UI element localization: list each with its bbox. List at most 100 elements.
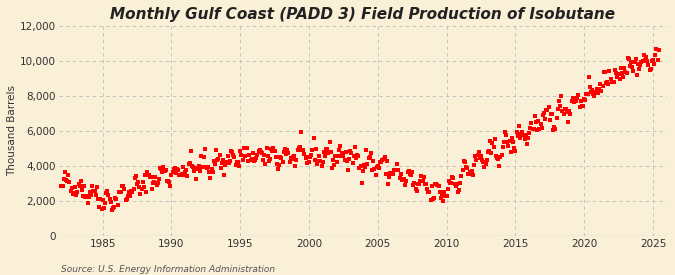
Point	[232, 160, 243, 164]
Point	[238, 146, 249, 151]
Point	[92, 197, 103, 202]
Point	[539, 111, 549, 115]
Point	[242, 146, 252, 150]
Point	[119, 187, 130, 191]
Point	[645, 67, 656, 71]
Point	[217, 161, 227, 166]
Point	[610, 68, 620, 72]
Point	[130, 176, 140, 180]
Point	[332, 154, 343, 158]
Point	[524, 131, 535, 136]
Point	[252, 153, 263, 158]
Point	[89, 188, 100, 193]
Point	[463, 172, 474, 177]
Point	[612, 74, 623, 79]
Point	[304, 160, 315, 165]
Point	[393, 167, 404, 172]
Point	[347, 161, 358, 165]
Point	[294, 145, 305, 149]
Point	[370, 172, 381, 177]
Point	[518, 132, 529, 137]
Point	[472, 153, 483, 157]
Point	[315, 159, 326, 164]
Point	[527, 127, 538, 131]
Point	[465, 172, 476, 176]
Point	[491, 156, 502, 161]
Point	[352, 152, 362, 157]
Point	[565, 112, 576, 116]
Point	[622, 55, 633, 60]
Point	[292, 148, 303, 152]
Point	[314, 153, 325, 158]
Point	[534, 127, 545, 131]
Point	[271, 161, 282, 166]
Point	[537, 126, 547, 130]
Point	[110, 196, 121, 200]
Point	[454, 188, 464, 192]
Point	[392, 162, 403, 167]
Point	[519, 137, 530, 141]
Point	[76, 179, 86, 183]
Point	[236, 152, 247, 157]
Point	[96, 207, 107, 211]
Point	[647, 57, 658, 62]
Point	[481, 158, 492, 162]
Point	[142, 170, 153, 175]
Point	[644, 68, 655, 72]
Point	[499, 140, 510, 144]
Point	[468, 163, 479, 167]
Point	[402, 170, 413, 174]
Point	[576, 104, 587, 108]
Point	[263, 158, 274, 163]
Point	[312, 161, 323, 166]
Point	[460, 160, 470, 164]
Point	[176, 172, 187, 177]
Point	[329, 163, 340, 167]
Point	[212, 158, 223, 162]
Point	[417, 179, 428, 183]
Point	[423, 190, 433, 194]
Point	[500, 130, 510, 134]
Point	[202, 166, 213, 170]
Point	[266, 147, 277, 151]
Point	[197, 165, 208, 170]
Point	[496, 153, 507, 157]
Point	[439, 190, 450, 194]
Point	[117, 184, 128, 189]
Point	[603, 82, 614, 87]
Point	[522, 135, 533, 140]
Point	[442, 187, 453, 191]
Point	[166, 172, 177, 177]
Point	[549, 125, 560, 129]
Point	[560, 107, 571, 111]
Point	[497, 145, 508, 149]
Point	[594, 87, 605, 91]
Point	[88, 188, 99, 193]
Point	[639, 58, 650, 62]
Point	[260, 162, 271, 166]
Point	[558, 112, 569, 117]
Point	[541, 108, 551, 112]
Point	[223, 160, 234, 165]
Point	[464, 169, 475, 174]
Point	[267, 149, 277, 154]
Point	[204, 170, 215, 174]
Point	[86, 193, 97, 197]
Point	[337, 151, 348, 155]
Point	[90, 193, 101, 197]
Point	[514, 136, 525, 141]
Point	[629, 60, 640, 65]
Point	[122, 197, 132, 201]
Point	[115, 190, 126, 194]
Point	[186, 149, 196, 153]
Point	[206, 166, 217, 171]
Point	[586, 90, 597, 94]
Point	[133, 179, 144, 184]
Point	[487, 141, 498, 145]
Point	[151, 183, 162, 187]
Point	[377, 158, 387, 162]
Point	[564, 109, 574, 113]
Point	[335, 144, 346, 148]
Title: Monthly Gulf Coast (PADD 3) Field Production of Isobutane: Monthly Gulf Coast (PADD 3) Field Produc…	[110, 7, 615, 22]
Point	[235, 149, 246, 153]
